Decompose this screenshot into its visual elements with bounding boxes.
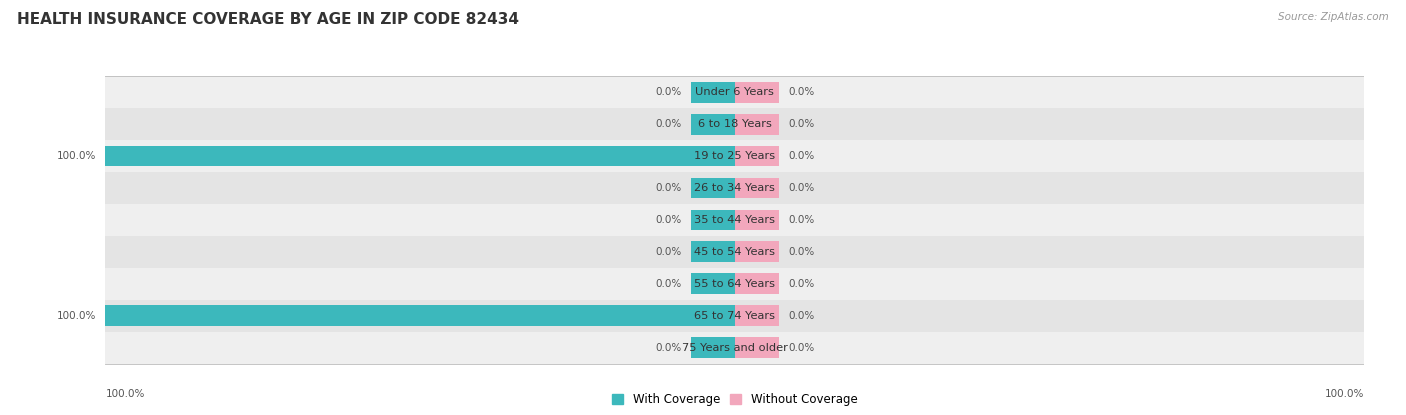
Bar [105,108,1364,140]
Bar [690,114,734,134]
Text: 100.0%: 100.0% [56,151,96,161]
Bar [105,300,1364,332]
Bar [105,76,1364,108]
Text: 75 Years and older: 75 Years and older [682,343,787,353]
Bar [690,242,734,262]
Text: Source: ZipAtlas.com: Source: ZipAtlas.com [1278,12,1389,22]
Text: 100.0%: 100.0% [105,389,145,399]
Text: 6 to 18 Years: 6 to 18 Years [697,119,772,129]
Bar [690,273,734,294]
Text: 0.0%: 0.0% [789,247,814,257]
Text: 35 to 44 Years: 35 to 44 Years [695,215,775,225]
Text: 65 to 74 Years: 65 to 74 Years [695,311,775,321]
Bar [690,337,734,358]
Text: 55 to 64 Years: 55 to 64 Years [695,279,775,289]
Bar [734,114,779,134]
Text: 0.0%: 0.0% [655,183,681,193]
Text: 45 to 54 Years: 45 to 54 Years [695,247,775,257]
Text: 100.0%: 100.0% [1324,389,1364,399]
Text: 19 to 25 Years: 19 to 25 Years [695,151,775,161]
Text: 0.0%: 0.0% [789,151,814,161]
Bar [734,178,779,198]
Text: 0.0%: 0.0% [789,119,814,129]
Bar [105,146,734,166]
Text: 0.0%: 0.0% [789,87,814,97]
Text: 0.0%: 0.0% [655,87,681,97]
Text: 0.0%: 0.0% [655,343,681,353]
Bar [734,82,779,103]
Bar [734,210,779,230]
Bar [105,268,1364,300]
Text: Under 6 Years: Under 6 Years [695,87,775,97]
Bar [734,242,779,262]
Bar [690,82,734,103]
Bar [105,236,1364,268]
Bar [105,332,1364,364]
Bar [690,210,734,230]
Bar [734,273,779,294]
Bar [105,204,1364,236]
Bar [734,146,779,166]
Bar [734,337,779,358]
Text: 100.0%: 100.0% [56,311,96,321]
Bar [734,305,779,326]
Text: HEALTH INSURANCE COVERAGE BY AGE IN ZIP CODE 82434: HEALTH INSURANCE COVERAGE BY AGE IN ZIP … [17,12,519,27]
Text: 26 to 34 Years: 26 to 34 Years [695,183,775,193]
Text: 0.0%: 0.0% [655,215,681,225]
Text: 0.0%: 0.0% [789,279,814,289]
Text: 0.0%: 0.0% [789,311,814,321]
Legend: With Coverage, Without Coverage: With Coverage, Without Coverage [607,388,862,411]
Bar [105,172,1364,204]
Text: 0.0%: 0.0% [655,247,681,257]
Bar [690,178,734,198]
Text: 0.0%: 0.0% [789,215,814,225]
Bar [105,140,1364,172]
Text: 0.0%: 0.0% [655,279,681,289]
Text: 0.0%: 0.0% [789,343,814,353]
Text: 0.0%: 0.0% [789,183,814,193]
Bar [105,305,734,326]
Text: 0.0%: 0.0% [655,119,681,129]
